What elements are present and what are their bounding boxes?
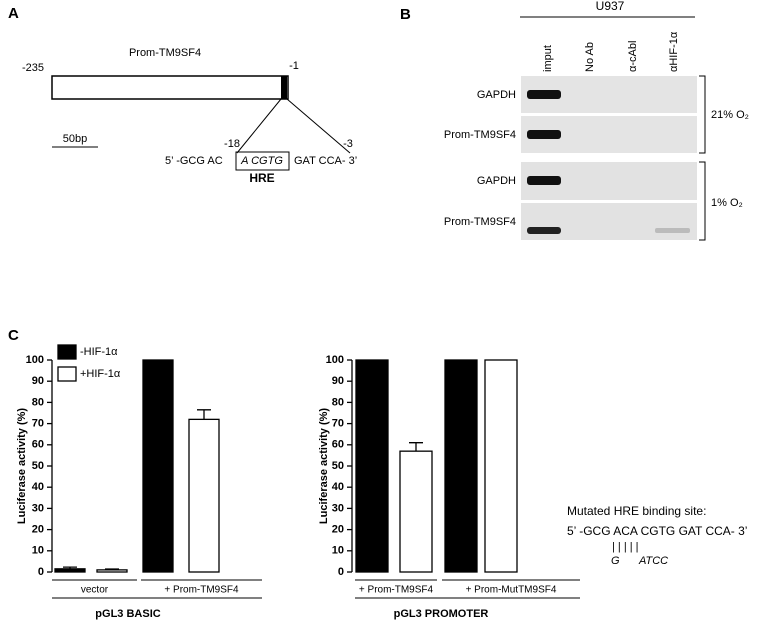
- mutation-title: Mutated HRE binding site:: [567, 504, 706, 518]
- hre-end: -3: [343, 138, 353, 150]
- zoom-line: [236, 98, 282, 154]
- row-label: GAPDH: [477, 89, 516, 101]
- sequence: 5’ -GCG AC: [165, 155, 223, 167]
- bar: [188, 418, 220, 573]
- y-tick-label: 20: [332, 524, 344, 536]
- y-tick-label: 0: [338, 566, 344, 578]
- legend-swatch: [57, 366, 77, 382]
- cell-line: U937: [596, 0, 625, 13]
- y-tick-label: 30: [32, 502, 44, 514]
- x-tick-label: + Prom-TM9SF4: [164, 585, 239, 596]
- y-tick-label: 70: [32, 418, 44, 430]
- band: [655, 228, 690, 233]
- error-bar: [105, 568, 119, 570]
- x-axis-label: pGL3 PROMOTER: [394, 608, 489, 620]
- bar: [484, 359, 518, 573]
- band: [527, 176, 561, 185]
- hre-label: HRE: [249, 171, 274, 185]
- bar: [355, 359, 389, 573]
- bracket: [699, 161, 706, 241]
- bar: [444, 359, 478, 573]
- band: [527, 90, 561, 99]
- promoter-box: [51, 75, 289, 100]
- mutation-marks: | | | | |: [612, 541, 639, 553]
- mutation-base: G: [611, 555, 620, 567]
- bar: [399, 450, 433, 573]
- y-tick-label: 0: [38, 566, 44, 578]
- row-label: GAPDH: [477, 175, 516, 187]
- band: [527, 227, 561, 234]
- y-tick-label: 90: [32, 375, 44, 387]
- lane-label: α-cAbl: [627, 41, 639, 72]
- gels: [521, 76, 697, 240]
- x-axis-label: pGL3 BASIC: [95, 608, 160, 620]
- x-tick-label: vector: [81, 585, 109, 596]
- bracket: [699, 75, 706, 154]
- x-tick-label: + Prom-TM9SF4: [359, 585, 434, 596]
- lane-label: No Ab: [584, 42, 596, 72]
- condition: 1% O₂: [711, 197, 743, 209]
- panel-label: C: [8, 327, 19, 344]
- y-tick-label: 50: [332, 460, 344, 472]
- zoom-line: [286, 98, 351, 154]
- y-tick-label: 60: [32, 439, 44, 451]
- bar: [54, 568, 86, 573]
- y-tick-label: 50: [32, 460, 44, 472]
- y-tick-label: 100: [26, 354, 44, 366]
- mutation-bases: ATCC: [638, 555, 668, 567]
- hre-sequence: A CGTG: [240, 155, 283, 167]
- mutation-sequence: 5’ -GCG ACA CGTG GAT CCA- 3’: [567, 524, 747, 538]
- lane-label: imput: [542, 45, 554, 72]
- x-tick-label: + Prom-MutTM9SF4: [466, 585, 557, 596]
- panel-label: A: [8, 5, 19, 22]
- legend-label: -HIF-1α: [80, 346, 118, 358]
- lane-label: αHIF-1α: [668, 31, 680, 72]
- gel: [521, 203, 697, 240]
- construct-label: Prom-TM9SF4: [129, 47, 201, 59]
- y-tick-label: 20: [32, 524, 44, 536]
- y-tick-label: 70: [332, 418, 344, 430]
- y-tick-label: 40: [32, 481, 44, 493]
- error-bar: [63, 566, 77, 569]
- y-tick-label: 10: [332, 545, 344, 557]
- band: [527, 130, 561, 139]
- y-tick-label: 80: [32, 396, 44, 408]
- hre-box: [235, 151, 290, 171]
- start-label: -235: [22, 62, 44, 74]
- panel-label: B: [400, 6, 411, 23]
- sequence: GAT CCA- 3’: [294, 155, 357, 167]
- y-tick-label: 90: [332, 375, 344, 387]
- y-axis-label: Luciferase activity (%): [16, 408, 28, 524]
- error-bar: [197, 409, 211, 420]
- hre-start: -18: [224, 138, 240, 150]
- scale-label: 50bp: [63, 133, 87, 145]
- bar: [142, 359, 174, 573]
- y-tick-label: 30: [332, 502, 344, 514]
- row-label: Prom-TM9SF4: [444, 129, 516, 141]
- y-tick-label: 60: [332, 439, 344, 451]
- y-tick-label: 100: [326, 354, 344, 366]
- y-tick-label: 80: [332, 396, 344, 408]
- legend-label: +HIF-1α: [80, 368, 121, 380]
- legend-swatch: [57, 344, 77, 360]
- error-bar: [409, 442, 423, 452]
- y-axis-label: Luciferase activity (%): [318, 408, 330, 524]
- condition: 21% O₂: [711, 109, 749, 121]
- hre-mark: [281, 76, 287, 99]
- y-tick-label: 10: [32, 545, 44, 557]
- bar: [96, 569, 128, 573]
- y-tick-label: 40: [332, 481, 344, 493]
- end-label: -1: [289, 60, 299, 72]
- row-label: Prom-TM9SF4: [444, 216, 516, 228]
